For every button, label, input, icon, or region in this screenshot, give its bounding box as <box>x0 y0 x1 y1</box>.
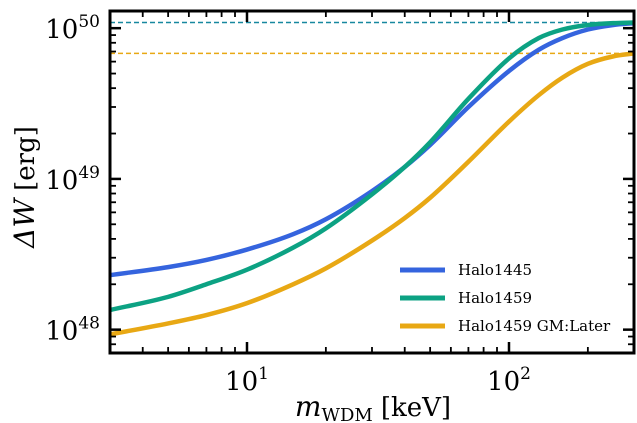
legend-label-3: Halo1459 GM:Later <box>458 317 611 335</box>
tick-labels: 101 102 1048 1049 1050 <box>45 12 531 397</box>
y-tick-label: 1048 <box>45 314 100 347</box>
y-tick-label: 1049 <box>45 163 100 196</box>
x-tick-label: 101 <box>225 364 269 397</box>
x-axis-label: mWDM [keV] <box>295 390 451 423</box>
legend-label-2: Halo1459 <box>458 289 532 307</box>
reference-lines <box>110 21 634 55</box>
x-tick-label: 102 <box>487 364 531 397</box>
y-tick-label: 1050 <box>45 12 100 45</box>
series-line-2 <box>109 20 635 313</box>
y-axis-label: ΔW[erg] <box>8 126 41 249</box>
series-lines <box>109 20 635 337</box>
legend: Halo1445 Halo1459 Halo1459 GM:Later <box>400 261 611 335</box>
plot-frame <box>108 9 636 355</box>
series-line-3 <box>109 51 635 337</box>
legend-label-1: Halo1445 <box>458 261 532 279</box>
